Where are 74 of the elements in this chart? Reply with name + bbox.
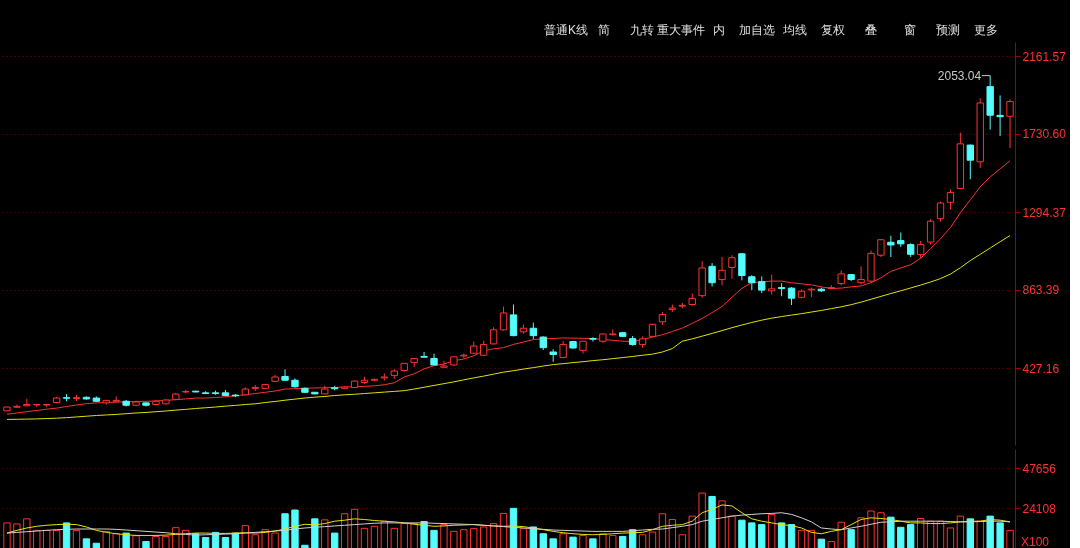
candlestick	[946, 188, 955, 210]
bar	[966, 518, 974, 548]
candlestick	[738, 252, 746, 281]
bar	[589, 538, 597, 548]
bar	[62, 522, 71, 548]
candlestick	[708, 262, 716, 287]
text: 重大事件	[656, 23, 705, 37]
bar	[430, 529, 438, 548]
candlestick	[420, 351, 428, 358]
candlestick	[926, 218, 935, 246]
line-series	[6, 160, 1011, 415]
candlestick	[728, 254, 736, 280]
bar	[996, 522, 1004, 548]
text: 简	[598, 23, 611, 37]
candlestick	[499, 306, 508, 332]
bar	[311, 518, 319, 548]
y-tick-label: 427.16	[1022, 361, 1060, 376]
candlestick	[718, 256, 726, 286]
candlestick	[768, 274, 776, 296]
bar	[787, 524, 796, 548]
bar	[529, 526, 538, 548]
text: 加自选	[738, 23, 775, 37]
text: 更多	[973, 23, 998, 37]
bar	[986, 515, 994, 548]
bar	[281, 513, 289, 548]
text: 复权	[821, 23, 846, 37]
bar	[738, 519, 746, 548]
bar	[92, 542, 101, 548]
bar	[887, 516, 895, 548]
bar	[291, 509, 299, 548]
bar	[539, 533, 547, 548]
y-tick-label: 2161.57	[1022, 49, 1067, 64]
bar	[221, 536, 230, 548]
text: 普通K线	[544, 23, 589, 37]
bar	[331, 532, 339, 548]
text: 内	[712, 23, 725, 37]
bar	[758, 524, 766, 548]
y-tick-label: 863.39	[1022, 283, 1060, 298]
bar	[817, 538, 826, 548]
bar	[748, 522, 756, 548]
annotation: 2053.04	[937, 68, 982, 83]
bar	[201, 536, 210, 548]
bar	[142, 541, 150, 548]
bar	[549, 538, 557, 548]
y-tick-label: 1730.60	[1022, 127, 1067, 142]
candlestick	[1006, 98, 1014, 149]
candlestick	[857, 265, 865, 285]
bar	[847, 529, 855, 548]
bar	[907, 524, 915, 548]
candlestick	[996, 94, 1004, 137]
text: 窗	[903, 23, 916, 37]
bar	[569, 536, 577, 548]
y-tick-label: 47656	[1022, 461, 1057, 476]
candlestick	[281, 368, 289, 382]
y-tick-label: 1294.37	[1022, 205, 1067, 220]
text: 预测	[935, 23, 960, 37]
candlestick	[887, 235, 895, 258]
bar	[708, 495, 716, 548]
candlestick	[509, 303, 518, 337]
bar	[82, 538, 91, 548]
y-tick-label: 24108	[1022, 501, 1057, 516]
text: X100	[1021, 535, 1050, 548]
line-series	[6, 512, 1011, 536]
bar	[897, 526, 905, 548]
bar	[619, 535, 627, 548]
candlestick	[966, 144, 974, 180]
text: 九转	[630, 23, 655, 37]
text: 均线	[782, 23, 808, 37]
bar	[777, 522, 786, 548]
bar	[122, 532, 130, 548]
candlestick	[589, 336, 597, 343]
text: 叠	[865, 23, 878, 37]
bar	[301, 544, 309, 548]
line-series	[6, 235, 1011, 420]
